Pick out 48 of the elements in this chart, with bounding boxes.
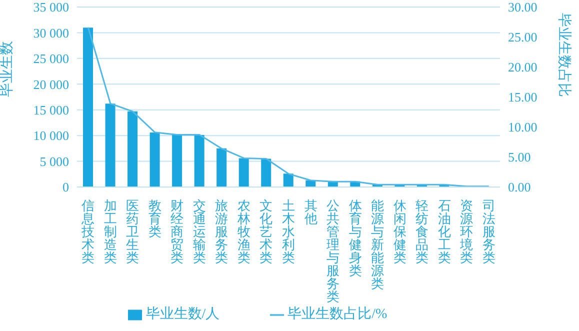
x-tick-label: 能源与新能源类 — [371, 198, 384, 291]
bar — [238, 158, 249, 187]
x-tick-label: 教育类 — [148, 198, 162, 239]
bar — [83, 28, 93, 187]
y2-tick-label: 10.00 — [508, 120, 538, 135]
bar — [216, 148, 227, 187]
x-tick-label: 交通运输类 — [192, 198, 206, 265]
bar — [172, 135, 182, 187]
bar — [194, 135, 204, 187]
x-tick-label: 土木水利类 — [282, 198, 295, 265]
y-tick-label: 35 000 — [33, 0, 69, 15]
x-tick-label: 加工制造类 — [104, 198, 117, 265]
line-series — [87, 26, 490, 187]
legend-label: 毕业生数/人 — [146, 307, 220, 322]
y2-tick-label: 30.00 — [508, 0, 538, 15]
x-tick-label: 农林牧渔类 — [236, 198, 250, 265]
y-tick-label: 15 000 — [33, 102, 69, 118]
x-tick-label: 文化艺术类 — [260, 198, 273, 265]
y-tick-label: 25 000 — [33, 51, 69, 66]
y-tick-label: 20 000 — [33, 76, 69, 92]
y2-tick-label: 5.00 — [508, 150, 531, 165]
x-tick-label: 旅游服务类 — [215, 198, 228, 265]
legend-label: 毕业生数占比/% — [288, 307, 388, 322]
y-tick-label: 0 — [62, 180, 69, 195]
x-tick-label: 体育与健身类 — [348, 198, 362, 278]
y2-tick-label: 25.00 — [508, 30, 538, 45]
x-tick-label: 石油化工类 — [438, 198, 451, 265]
y2-tick-label: 0.00 — [508, 180, 531, 195]
x-tick-label: 财经商贸类 — [170, 198, 184, 265]
x-tick-label: 其他 — [304, 198, 318, 226]
y2-axis-title: 毕业生数占比 — [556, 13, 572, 97]
x-tick-label: 医药卫生类 — [126, 198, 140, 265]
y-tick-label: 30 000 — [33, 25, 69, 40]
x-tick-label: 司法服务类 — [482, 198, 496, 265]
x-tick-label: 信息技术类 — [80, 198, 95, 265]
x-tick-label: 轻纺食品类 — [416, 198, 429, 265]
x-tick-label: 公共管理与服务类 — [326, 198, 340, 304]
y-tick-label: 5 000 — [40, 154, 69, 169]
y2-tick-label: 15.00 — [508, 90, 538, 105]
x-tick-label: 资源环境类 — [459, 198, 474, 265]
bar — [150, 132, 160, 187]
y-tick-label: 10 000 — [33, 128, 69, 144]
bar — [283, 174, 294, 187]
bar — [105, 104, 116, 187]
bar — [261, 158, 272, 187]
bar — [128, 111, 138, 187]
x-tick-label: 休闲保健类 — [393, 198, 406, 265]
y2-tick-label: 20.00 — [508, 60, 538, 75]
